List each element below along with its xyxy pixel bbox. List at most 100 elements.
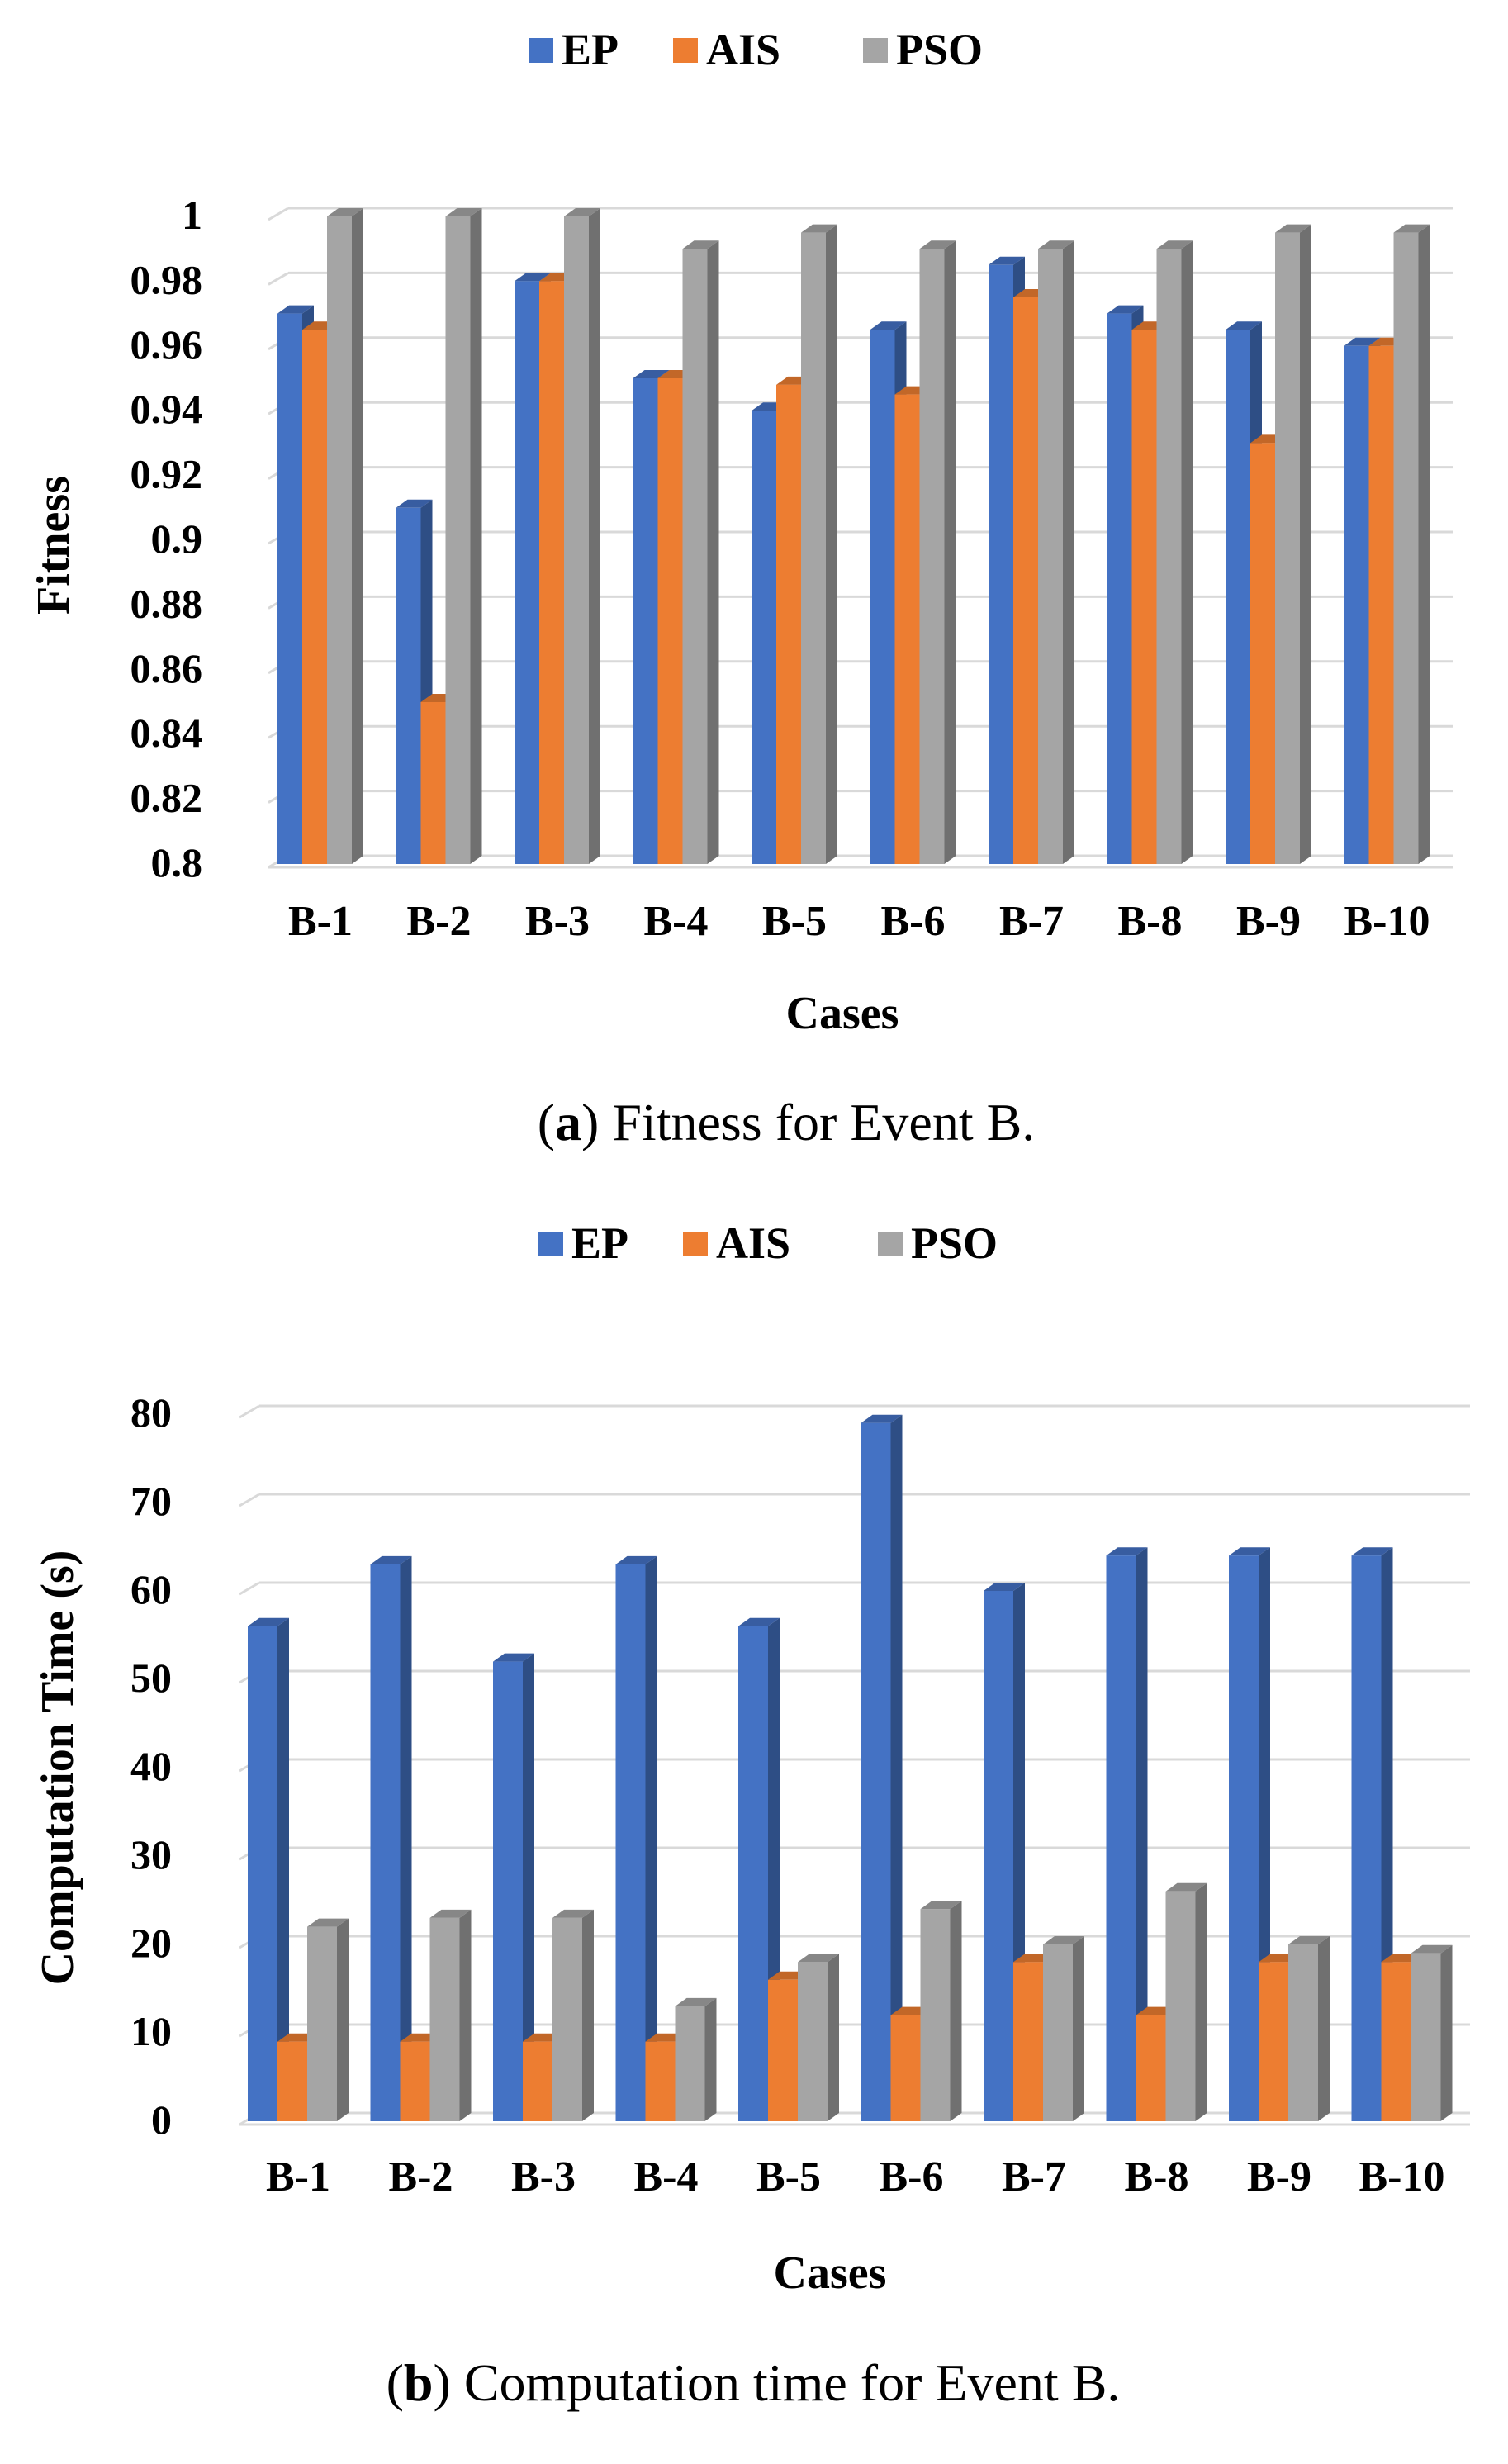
fitness-y-tick-label: 0.98 xyxy=(130,256,203,302)
time-bar-side xyxy=(277,1617,289,2121)
fitness-bar-side xyxy=(1300,224,1311,865)
fitness-bar-ep-b-6 xyxy=(870,330,895,864)
fitness-bar-top xyxy=(870,321,907,330)
fitness-bar-top xyxy=(396,499,433,508)
time-bar-pso-b-7 xyxy=(1043,1944,1073,2121)
fitness-x-tick-label: B-4 xyxy=(644,898,709,945)
fitness-bar-top xyxy=(1226,321,1262,330)
fitness-y-tick-labels: 0.8 0.82 0.84 0.86 0.88 0.9 0.92 0.94 0.96 0.98 1 xyxy=(130,192,203,885)
fitness-bar-top xyxy=(277,305,314,314)
time-bar-ep-b-2 xyxy=(370,1564,401,2121)
fitness-bar-top xyxy=(633,370,670,378)
fitness-bar-ais-b-3 xyxy=(539,281,564,864)
time-bar-side xyxy=(1073,1936,1084,2121)
time-bar-ep-b-8 xyxy=(1106,1555,1136,2121)
time-bar-ais-b-8 xyxy=(1136,2015,1166,2121)
fitness-y-axis-label: Fitness xyxy=(28,476,79,615)
time-y-tick-label: 30 xyxy=(130,1831,172,1878)
time-caption-letter: b xyxy=(404,2353,434,2412)
time-bar-top xyxy=(1165,1882,1207,1892)
time-bar-top xyxy=(861,1414,903,1423)
fitness-bar-pso-b-10 xyxy=(1393,232,1419,865)
fitness-bar-side xyxy=(470,208,482,864)
time-bar-ep-b-9 xyxy=(1229,1555,1259,2121)
fitness-bar-ep-b-4 xyxy=(633,378,658,864)
fitness-y-tick-label: 0.92 xyxy=(130,451,203,497)
fitness-bar-top xyxy=(1393,224,1430,233)
time-bar-side xyxy=(337,1918,349,2121)
fitness-bar-pso-b-5 xyxy=(801,232,826,865)
time-bar-ep-b-1 xyxy=(248,1626,277,2121)
fitness-bar-top xyxy=(564,208,600,216)
fitness-bar-top xyxy=(445,208,482,216)
time-bar-side xyxy=(1195,1882,1207,2121)
time-bar-top xyxy=(984,1583,1025,1591)
time-bar-side xyxy=(890,1414,903,2121)
fitness-bar-side xyxy=(1063,240,1074,864)
time-x-tick-label: B-5 xyxy=(756,2153,821,2201)
fitness-caption: (a) Fitness for Event B. xyxy=(538,1093,1036,1151)
fitness-bar-pso-b-8 xyxy=(1156,249,1182,864)
fitness-bar-pso-b-6 xyxy=(919,249,945,864)
time-legend: EP AIS PSO xyxy=(538,1218,998,1268)
fitness-bar-pso-b-7 xyxy=(1038,249,1063,864)
fitness-y-tick-label: 0.88 xyxy=(130,580,203,626)
fitness-bar-top xyxy=(1156,240,1193,249)
time-bar-side xyxy=(1318,1936,1330,2121)
fitness-y-tick-label: 0.84 xyxy=(130,710,203,756)
fitness-legend: EP AIS PSO xyxy=(529,25,983,74)
time-gridline-side xyxy=(239,1581,260,1596)
fitness-y-tick-label: 0.96 xyxy=(130,321,203,368)
time-bar-side xyxy=(828,1954,839,2121)
fitness-bar-top xyxy=(515,273,551,282)
fitness-x-tick-label: B-7 xyxy=(999,898,1064,945)
time-y-tick-label: 70 xyxy=(130,1478,172,1524)
time-bar-top xyxy=(615,1555,657,1564)
fitness-bar-ais-b-10 xyxy=(1368,345,1394,864)
time-bar-ais-b-10 xyxy=(1381,1962,1411,2121)
fitness-bar-side xyxy=(1418,224,1430,865)
time-bar-pso-b-4 xyxy=(675,2006,705,2121)
time-bar-ep-b-3 xyxy=(493,1661,523,2121)
fitness-legend-swatch-ais xyxy=(673,38,698,63)
fitness-bar-top xyxy=(1344,337,1381,346)
time-bar-side xyxy=(645,1555,657,2121)
time-bar-top xyxy=(675,1997,717,2006)
fitness-bar-side xyxy=(707,240,719,864)
time-x-tick-labels: B-1 B-2 B-3 B-4 B-5 B-6 B-7 B-8 B-9 B-10 xyxy=(266,2153,1445,2201)
fitness-legend-swatch-pso xyxy=(863,38,888,63)
fitness-bars xyxy=(277,208,1430,865)
time-caption: (b) Computation time for Event B. xyxy=(386,2353,1121,2412)
fitness-bar-ais-b-1 xyxy=(302,330,327,864)
time-x-tick-label: B-8 xyxy=(1125,2153,1189,2201)
fitness-y-tick-label: 0.9 xyxy=(151,515,203,562)
fitness-bar-top xyxy=(1275,224,1311,233)
time-bar-side xyxy=(704,1997,717,2121)
time-y-tick-label: 0 xyxy=(151,2096,172,2143)
fitness-caption-text: Fitness for Event B. xyxy=(599,1093,1035,1151)
time-bar-ep-b-7 xyxy=(984,1591,1013,2121)
fitness-x-tick-label: B-1 xyxy=(288,898,353,945)
fitness-x-tick-label: B-10 xyxy=(1344,898,1430,945)
fitness-gridline-side xyxy=(268,272,289,286)
time-bar-ep-b-4 xyxy=(615,1564,646,2121)
time-y-tick-label: 60 xyxy=(130,1566,172,1612)
fitness-bar-top xyxy=(919,240,956,249)
time-y-tick-label: 20 xyxy=(130,1920,172,1966)
time-y-tick-label: 50 xyxy=(130,1655,172,1701)
fitness-y-tick-label: 0.8 xyxy=(151,839,203,885)
time-bar-top xyxy=(552,1909,594,1918)
fitness-bar-side xyxy=(826,224,837,865)
fitness-y-tick-label: 0.82 xyxy=(130,775,203,821)
fitness-bar-ep-b-9 xyxy=(1226,330,1250,864)
fitness-bar-side xyxy=(1181,240,1193,864)
time-x-tick-label: B-3 xyxy=(511,2153,576,2201)
time-bar-pso-b-2 xyxy=(429,1917,460,2121)
time-bar-top xyxy=(1043,1936,1084,1944)
time-x-tick-label: B-2 xyxy=(389,2153,453,2201)
fitness-bar-ais-b-4 xyxy=(657,378,683,864)
fitness-y-tick-label: 1 xyxy=(182,192,202,238)
fitness-bar-pso-b-1 xyxy=(327,216,352,864)
time-legend-swatch-pso xyxy=(878,1232,903,1256)
fitness-legend-label-ep: EP xyxy=(562,25,619,74)
